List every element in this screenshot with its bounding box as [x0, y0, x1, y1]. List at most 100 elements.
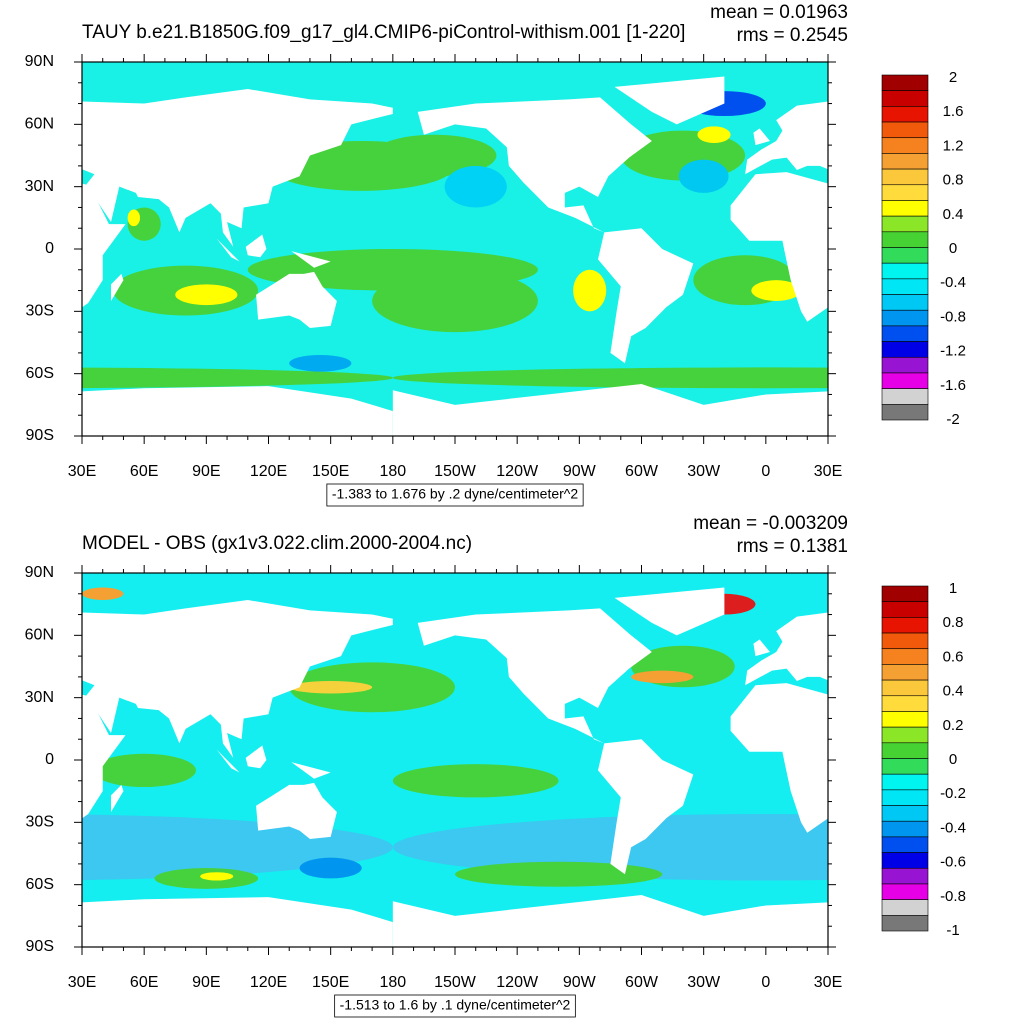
rms-label: rms = 0.2545	[737, 25, 848, 46]
land	[392, 895, 828, 947]
colorbar-box	[881, 773, 929, 791]
colorbar-box	[881, 648, 929, 665]
y-tick-label: 30N	[25, 689, 54, 706]
field-region	[0, 594, 9, 615]
colorbar-label: -0.8	[940, 888, 966, 905]
land	[1002, 783, 1024, 839]
x-tick-label: 120W	[496, 974, 539, 991]
panel-title: MODEL - OBS (gx1v3.022.clim.2000-2004.nc…	[82, 533, 472, 554]
land	[216, 238, 240, 262]
colorbar-box	[881, 137, 929, 154]
colorbar-box	[881, 90, 929, 107]
field-region	[444, 165, 507, 208]
colorbar-label: 0.8	[943, 172, 964, 189]
contour-info-box	[326, 483, 584, 507]
field-region	[751, 280, 802, 301]
x-tick-label: 120W	[496, 463, 539, 480]
land	[111, 273, 124, 301]
colorbar-label: -1	[946, 922, 959, 939]
x-tick-label: 30E	[814, 463, 842, 480]
field-region	[392, 764, 559, 798]
colorbar-box	[881, 726, 929, 744]
colorbar-box	[881, 247, 929, 264]
x-tick-label: 180	[379, 974, 406, 991]
y-tick-label: 60S	[26, 365, 54, 382]
field-region	[678, 159, 729, 193]
map	[0, 573, 1024, 947]
field-region	[1015, 141, 1024, 191]
colorbar-label: -0.4	[940, 274, 966, 291]
colorbar-box	[881, 742, 929, 759]
colorbar-box	[881, 404, 929, 421]
land	[992, 234, 1013, 257]
y-tick-label: 60N	[25, 116, 54, 133]
colorbar-box	[881, 294, 929, 311]
colorbar-box	[881, 601, 929, 618]
field-region	[828, 588, 869, 600]
land	[614, 76, 725, 125]
colorbar-box	[881, 309, 929, 327]
field-region	[372, 134, 497, 177]
land	[857, 785, 869, 812]
field-region	[0, 255, 51, 305]
field-region	[0, 91, 20, 116]
land	[745, 612, 828, 686]
contour-info-box	[334, 994, 576, 1018]
colorbar-box	[881, 899, 929, 916]
land	[614, 587, 725, 636]
colorbar-box	[881, 262, 929, 280]
colorbar-box	[881, 356, 929, 374]
colorbar-box	[881, 679, 929, 697]
map	[0, 62, 1024, 436]
colorbar-box	[881, 168, 929, 186]
land	[730, 172, 828, 322]
colorbar-box	[881, 585, 929, 602]
land	[82, 89, 393, 247]
colorbar-box	[881, 883, 929, 900]
colorbar-box	[881, 711, 929, 728]
colorbar-box	[881, 867, 929, 885]
x-tick-label: 90W	[563, 974, 597, 991]
colorbar-label: -0.4	[940, 819, 966, 836]
land	[7, 639, 24, 656]
colorbar-box	[881, 758, 929, 775]
field-region	[82, 587, 124, 601]
field-region	[859, 266, 1004, 316]
colorbar-box	[881, 617, 929, 634]
field-region	[392, 367, 828, 389]
land	[753, 128, 770, 146]
x-tick-label: 30W	[687, 463, 721, 480]
land	[963, 239, 986, 262]
colorbar-box	[881, 215, 929, 233]
land	[417, 97, 652, 233]
colorbar-label: 0	[949, 751, 957, 768]
land	[82, 386, 393, 436]
mean-label: mean = -0.003209	[693, 513, 848, 534]
colorbar-label: 0.6	[943, 648, 964, 665]
x-tick-label: 30E	[814, 974, 842, 991]
colorbar-box	[881, 121, 929, 139]
field-region	[994, 249, 1024, 291]
x-tick-label: 60W	[625, 463, 659, 480]
x-tick-label: 120E	[250, 463, 287, 480]
field-region	[289, 681, 373, 694]
colorbar-label: 0	[949, 240, 957, 257]
land	[82, 600, 393, 758]
colorbar-label: 0.2	[943, 717, 964, 734]
mean-label: mean = 0.01963	[710, 2, 848, 23]
field-region	[175, 284, 238, 306]
field-region	[697, 126, 731, 144]
land	[256, 271, 337, 328]
colorbar-label: -1.6	[940, 377, 966, 394]
colorbar-box	[881, 805, 929, 822]
y-tick-label: 60N	[25, 627, 54, 644]
land	[392, 384, 828, 436]
y-tick-label: 30S	[26, 814, 54, 831]
land	[216, 749, 240, 773]
field-region	[200, 872, 234, 881]
x-tick-label: 0	[761, 974, 770, 991]
field-region	[5, 280, 55, 301]
y-tick-label: 90N	[25, 53, 54, 70]
y-tick-label: 60S	[26, 876, 54, 893]
